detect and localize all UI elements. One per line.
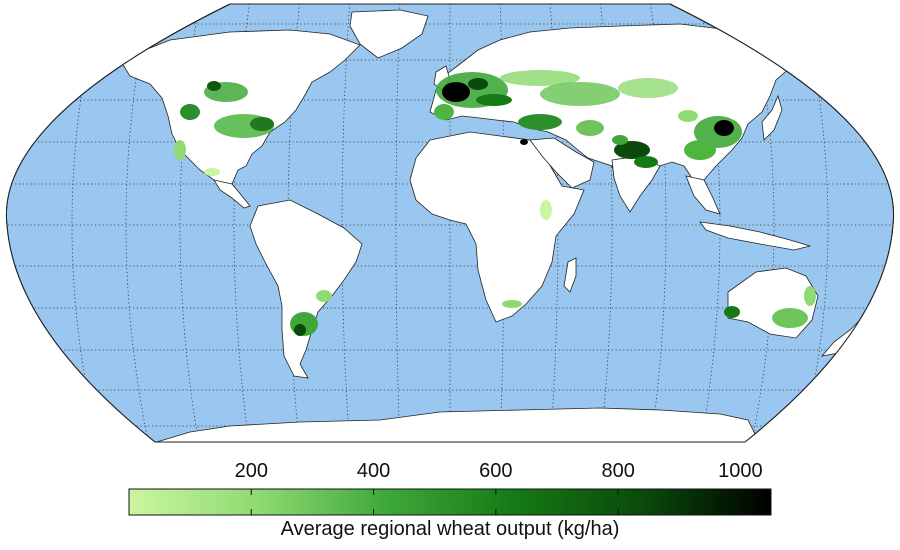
south-america-landmass: [249, 199, 363, 379]
central-america-landmass: [213, 179, 251, 209]
colorbar-tick-label: 400: [356, 460, 391, 482]
colorbar-tick-label: 800: [601, 460, 635, 482]
colorbar-ticks: [250, 489, 741, 515]
madagascar-landmass: [563, 257, 577, 293]
colorbar-gradient: [128, 488, 772, 516]
colorbar: [128, 488, 772, 516]
southeast-asia-landmass: [685, 175, 721, 215]
colorbar-title: Average regional wheat output (kg/ha): [280, 518, 620, 540]
indonesia-landmass: [699, 221, 812, 251]
colorbar-tick-label: 1000: [718, 460, 763, 482]
colorbar-tick-label: 200: [234, 460, 268, 482]
japan-landmass: [761, 94, 783, 141]
arabia-landmass: [529, 137, 595, 189]
wheat-yield-overlay: [174, 70, 816, 336]
greenland-landmass: [349, 9, 429, 59]
colorbar-tick-label: 600: [479, 460, 513, 482]
antarctica-landmass: [149, 407, 761, 442]
